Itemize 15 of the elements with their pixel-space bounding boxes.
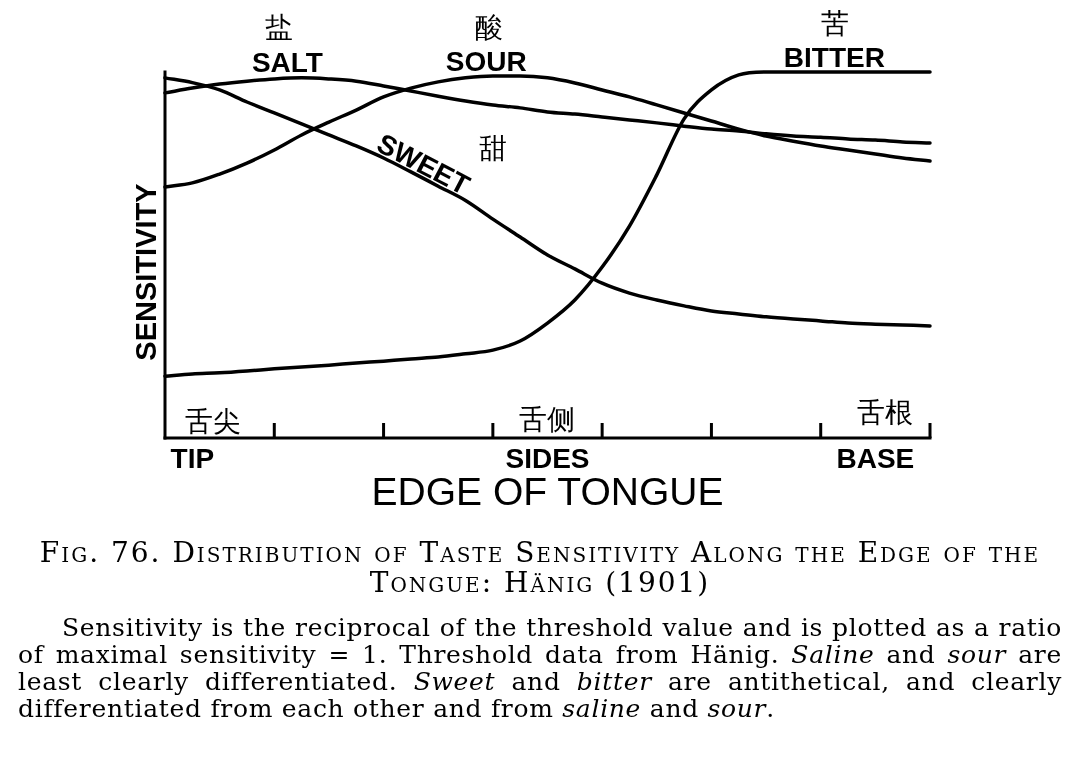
annotation: 舌根 <box>857 397 913 428</box>
annotation: 舌尖 <box>185 406 241 437</box>
x-tick-label: TIP <box>170 443 215 474</box>
caption: Fig. 76. Distribution of Taste Sensitivity Along the Edge of the Tongue: Hänig (1901) <box>39 536 1041 599</box>
x-tick-label: BASE <box>836 443 915 474</box>
series-label: SOUR <box>445 45 527 77</box>
annotation: 甜 <box>479 133 507 164</box>
text: 酸 <box>475 12 503 43</box>
text: 苦 <box>821 8 849 39</box>
text: Sensitivity is the reciprocal of the threshold value and is plotted as a ratio of maximal sensitivity = 1. Threshold data from Hänig. Saline and sour are least clearly differentiated. Sweet and bitter are antithetical, and clearly differentiated from each other and from saline and sour. <box>18 613 1062 723</box>
series-label: BITTER <box>783 42 885 73</box>
series-label: SALT <box>251 47 323 79</box>
text: 盐 <box>265 12 293 43</box>
annotation: 舌侧 <box>519 404 575 435</box>
y-axis-title: SENSITIVITY <box>130 183 162 361</box>
